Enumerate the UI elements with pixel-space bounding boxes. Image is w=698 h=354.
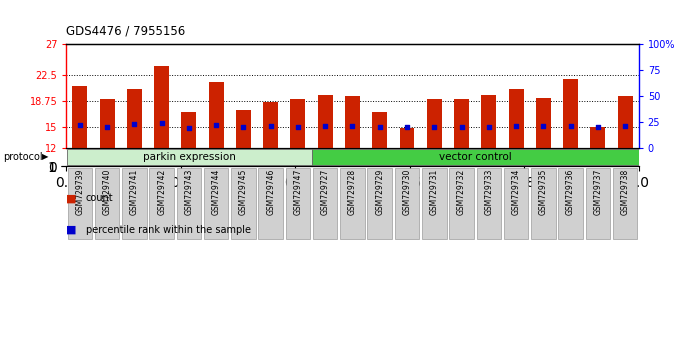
FancyBboxPatch shape [177, 168, 201, 239]
Text: GSM729738: GSM729738 [621, 169, 630, 215]
Text: GSM729734: GSM729734 [512, 169, 521, 215]
Bar [399, 128, 415, 148]
Bar [127, 89, 142, 148]
Point [429, 124, 440, 130]
Text: GSM729737: GSM729737 [593, 169, 602, 215]
FancyBboxPatch shape [68, 168, 92, 239]
Text: vector control: vector control [439, 152, 512, 162]
Bar [181, 112, 196, 148]
FancyBboxPatch shape [367, 168, 392, 239]
Point [619, 123, 630, 129]
FancyBboxPatch shape [285, 168, 310, 239]
Bar [591, 127, 605, 148]
Point [156, 120, 168, 126]
Text: GSM729728: GSM729728 [348, 169, 357, 215]
FancyBboxPatch shape [149, 168, 174, 239]
Point [75, 122, 86, 128]
Bar [263, 102, 279, 148]
Text: GSM729735: GSM729735 [539, 169, 548, 215]
FancyBboxPatch shape [450, 168, 474, 239]
Text: count: count [86, 193, 114, 203]
Text: GSM729730: GSM729730 [403, 169, 412, 215]
Text: GSM729745: GSM729745 [239, 169, 248, 215]
Point [184, 125, 195, 131]
Text: GSM729731: GSM729731 [430, 169, 439, 215]
Point [238, 124, 249, 130]
Point [320, 124, 331, 129]
Bar [426, 99, 442, 148]
FancyBboxPatch shape [558, 168, 583, 239]
FancyBboxPatch shape [95, 168, 119, 239]
FancyBboxPatch shape [531, 168, 556, 239]
Text: GSM729740: GSM729740 [103, 169, 112, 215]
Bar [73, 86, 87, 148]
Point [292, 124, 304, 130]
Text: GSM729739: GSM729739 [75, 169, 84, 215]
Bar [618, 96, 632, 148]
Bar [209, 82, 223, 148]
Bar [236, 110, 251, 148]
Text: GSM729744: GSM729744 [211, 169, 221, 215]
Text: GSM729743: GSM729743 [184, 169, 193, 215]
Point [129, 121, 140, 127]
Text: GSM729733: GSM729733 [484, 169, 493, 215]
Text: GSM729736: GSM729736 [566, 169, 575, 215]
Bar [100, 99, 114, 148]
Point [211, 122, 222, 128]
Text: GSM729747: GSM729747 [293, 169, 302, 215]
Point [374, 124, 385, 130]
Point [347, 124, 358, 129]
FancyBboxPatch shape [313, 168, 338, 239]
Bar [345, 96, 360, 148]
Text: parkin expression: parkin expression [142, 152, 235, 162]
Text: GSM729741: GSM729741 [130, 169, 139, 215]
Point [565, 123, 576, 129]
Text: GSM729746: GSM729746 [266, 169, 275, 215]
FancyBboxPatch shape [312, 149, 639, 165]
Bar [563, 79, 578, 148]
Text: percentile rank within the sample: percentile rank within the sample [86, 225, 251, 235]
Text: protocol: protocol [3, 152, 43, 162]
Bar [482, 95, 496, 148]
Text: ■: ■ [66, 225, 77, 235]
Point [401, 124, 413, 130]
Point [456, 124, 467, 130]
FancyBboxPatch shape [122, 168, 147, 239]
Point [510, 123, 521, 129]
Text: GSM729732: GSM729732 [457, 169, 466, 215]
Point [483, 124, 494, 130]
FancyBboxPatch shape [231, 168, 255, 239]
Bar [290, 99, 306, 148]
Bar [509, 89, 524, 148]
Text: GDS4476 / 7955156: GDS4476 / 7955156 [66, 24, 186, 37]
Text: GSM729742: GSM729742 [157, 169, 166, 215]
FancyBboxPatch shape [504, 168, 528, 239]
Bar [454, 99, 469, 148]
Text: ■: ■ [66, 193, 77, 203]
Bar [154, 66, 169, 148]
Point [537, 124, 549, 129]
Text: GSM729727: GSM729727 [321, 169, 329, 215]
Bar [536, 98, 551, 148]
Bar [318, 95, 333, 148]
FancyBboxPatch shape [340, 168, 365, 239]
FancyBboxPatch shape [258, 168, 283, 239]
FancyBboxPatch shape [67, 149, 311, 165]
Bar [372, 112, 387, 148]
FancyBboxPatch shape [204, 168, 228, 239]
Text: ▶: ▶ [42, 153, 48, 161]
FancyBboxPatch shape [422, 168, 447, 239]
FancyBboxPatch shape [395, 168, 419, 239]
FancyBboxPatch shape [586, 168, 610, 239]
FancyBboxPatch shape [477, 168, 501, 239]
Point [102, 124, 113, 130]
Text: GSM729729: GSM729729 [376, 169, 384, 215]
FancyBboxPatch shape [613, 168, 637, 239]
Point [592, 124, 603, 130]
Point [265, 124, 276, 129]
